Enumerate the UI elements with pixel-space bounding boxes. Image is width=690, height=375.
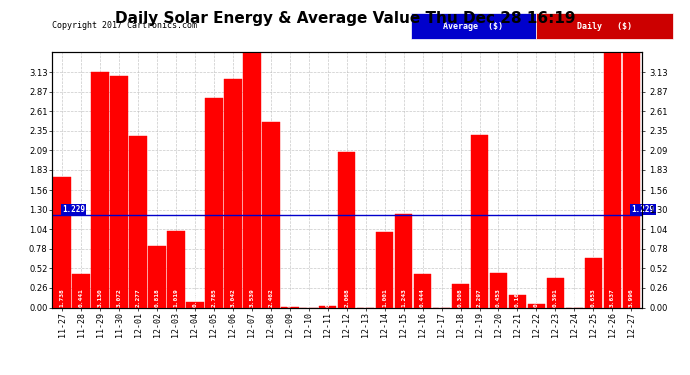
- Bar: [110, 76, 128, 308]
- Bar: [414, 274, 431, 308]
- Bar: [546, 278, 564, 308]
- Text: 0.000: 0.000: [572, 288, 577, 307]
- Text: 2.068: 2.068: [344, 288, 349, 307]
- Text: Daily   ($): Daily ($): [577, 22, 632, 31]
- Bar: [72, 274, 90, 308]
- Text: 0.653: 0.653: [591, 288, 596, 307]
- Text: 1.019: 1.019: [173, 288, 179, 307]
- Bar: [186, 302, 204, 307]
- Bar: [262, 122, 279, 308]
- Text: 1.738: 1.738: [59, 288, 65, 307]
- Bar: [471, 135, 489, 308]
- Text: Copyright 2017 Cartronics.com: Copyright 2017 Cartronics.com: [52, 21, 197, 30]
- Text: 3.072: 3.072: [117, 288, 121, 307]
- Bar: [509, 296, 526, 307]
- Text: 0.000: 0.000: [363, 288, 368, 307]
- Bar: [129, 136, 147, 308]
- Bar: [376, 232, 393, 308]
- Text: 3.996: 3.996: [629, 288, 634, 307]
- Text: 3.539: 3.539: [249, 288, 255, 307]
- Text: 1.229: 1.229: [631, 205, 654, 214]
- Bar: [452, 284, 469, 308]
- Text: 0.001: 0.001: [287, 288, 293, 307]
- Bar: [490, 273, 507, 308]
- Bar: [319, 306, 337, 308]
- Text: 0.000: 0.000: [439, 288, 444, 307]
- Bar: [224, 79, 241, 308]
- Bar: [528, 304, 545, 307]
- Text: 0.453: 0.453: [496, 288, 501, 307]
- Text: 3.637: 3.637: [610, 288, 615, 307]
- Bar: [338, 152, 355, 308]
- Text: 0.160: 0.160: [515, 288, 520, 307]
- Bar: [622, 7, 640, 308]
- Bar: [91, 72, 109, 308]
- Text: 0.818: 0.818: [155, 288, 159, 307]
- Text: 1.001: 1.001: [382, 288, 387, 307]
- Text: 2.277: 2.277: [135, 288, 141, 307]
- Text: 0.441: 0.441: [79, 288, 83, 307]
- Bar: [395, 214, 413, 308]
- Text: 0.014: 0.014: [325, 288, 331, 307]
- Text: 0.047: 0.047: [534, 288, 539, 307]
- Text: 0.391: 0.391: [553, 288, 558, 307]
- Bar: [584, 258, 602, 308]
- Bar: [243, 41, 261, 308]
- Text: 2.462: 2.462: [268, 288, 273, 307]
- Bar: [53, 177, 71, 308]
- Text: 2.785: 2.785: [211, 288, 217, 307]
- Text: 0.444: 0.444: [420, 288, 425, 307]
- Text: 1.243: 1.243: [401, 288, 406, 307]
- Text: 3.130: 3.130: [97, 288, 103, 307]
- Text: 3.042: 3.042: [230, 288, 235, 307]
- Text: 0.000: 0.000: [306, 288, 311, 307]
- Bar: [411, 13, 536, 39]
- Bar: [536, 13, 673, 39]
- Text: Daily Solar Energy & Average Value Thu Dec 28 16:19: Daily Solar Energy & Average Value Thu D…: [115, 11, 575, 26]
- Bar: [604, 34, 621, 308]
- Text: 0.070: 0.070: [193, 288, 197, 307]
- Text: 1.229: 1.229: [62, 205, 86, 214]
- Bar: [205, 98, 223, 308]
- Text: 2.297: 2.297: [477, 288, 482, 307]
- Text: Average  ($): Average ($): [444, 22, 504, 31]
- Bar: [167, 231, 185, 308]
- Text: 0.308: 0.308: [458, 288, 463, 307]
- Bar: [148, 246, 166, 308]
